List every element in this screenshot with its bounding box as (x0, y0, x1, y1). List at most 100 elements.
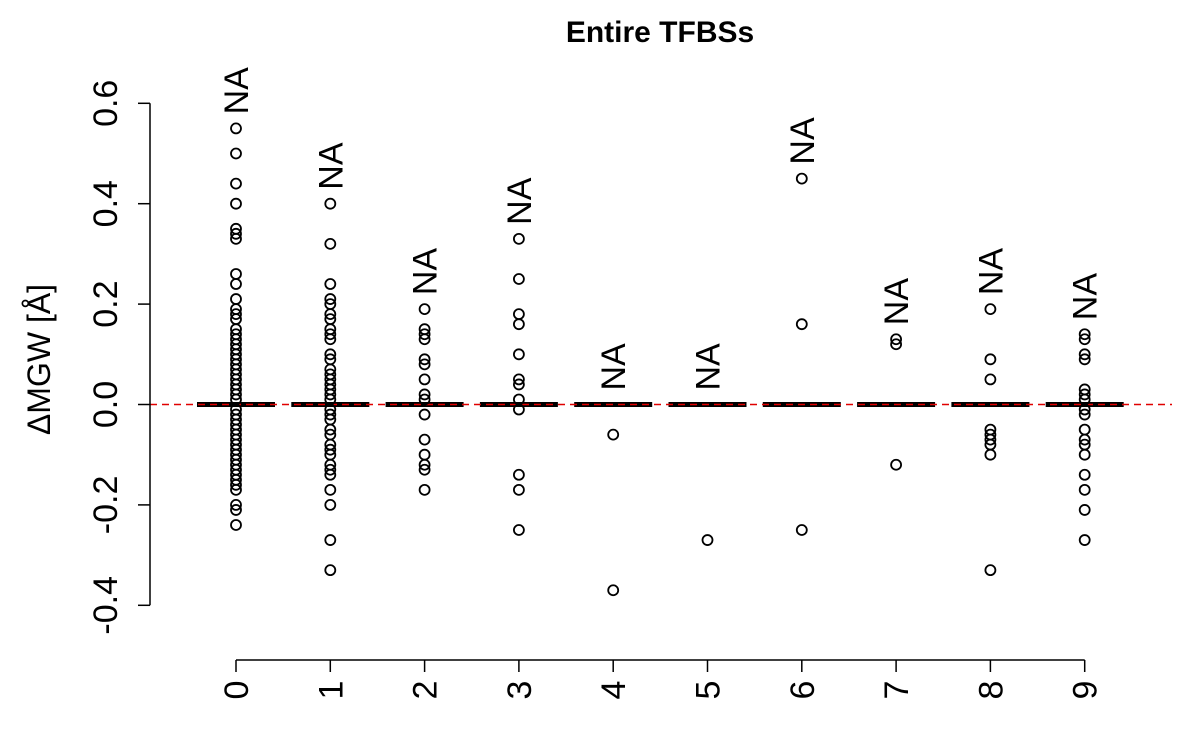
outlier-point (513, 403, 525, 416)
outlier-point (795, 318, 808, 331)
outlier-point (324, 237, 337, 250)
outlier-point (418, 458, 431, 471)
outlier-point (230, 519, 242, 531)
outlier-point (324, 328, 337, 341)
outlier-point (513, 318, 525, 331)
outlier-point (1078, 403, 1091, 416)
na-annotation: NA (972, 248, 1010, 296)
outlier-point (607, 428, 620, 441)
outlier-point (324, 388, 337, 401)
x-tick-label: 7 (878, 681, 916, 700)
x-tick-label: 5 (690, 681, 728, 700)
outlier-point (230, 278, 242, 290)
outlier-point (418, 303, 431, 316)
outlier-point (230, 227, 242, 240)
outlier-point (984, 448, 997, 461)
x-tick-label: 1 (312, 681, 350, 700)
outlier-point (230, 478, 242, 491)
outlier-point (418, 408, 431, 421)
outlier-point (513, 273, 525, 285)
na-annotation: NA (1067, 273, 1105, 321)
outlier-point (1078, 333, 1091, 346)
na-annotation: NA (690, 343, 728, 391)
na-annotation: NA (407, 248, 445, 296)
outlier-point (418, 353, 431, 366)
outlier-point (513, 483, 525, 496)
outlier-point (324, 483, 337, 496)
plot-area: NA NA NA NA NA NA NA NA NA NA (150, 67, 1172, 597)
outlier-point (230, 268, 242, 280)
outlier-point (324, 308, 337, 321)
y-tick-label: 0.2 (87, 280, 125, 327)
x-tick-label: 0 (218, 681, 256, 700)
outlier-point (890, 333, 902, 346)
outlier-point (513, 373, 525, 386)
x-tick-label: 2 (407, 681, 445, 700)
outlier-point (418, 393, 431, 406)
na-annotation: NA (878, 278, 916, 326)
outlier-point (513, 308, 525, 321)
outlier-point (324, 564, 337, 577)
y-tick-label: 0.0 (87, 381, 125, 428)
outlier-point (324, 348, 337, 361)
outlier-point (418, 448, 431, 461)
outlier-point (513, 524, 525, 536)
outlier-point (418, 333, 431, 346)
outlier-point (1078, 504, 1091, 516)
outlier-point (324, 463, 337, 476)
outlier-point (230, 483, 242, 496)
na-annotation: NA (595, 343, 633, 391)
x-tick-label: 4 (595, 681, 633, 700)
na-annotation: NA (312, 142, 350, 190)
y-tick-label: 0.4 (87, 180, 125, 227)
outlier-point (1078, 468, 1091, 481)
outlier-point (984, 433, 997, 446)
outlier-point (324, 534, 337, 546)
y-tick-label: -0.4 (87, 576, 125, 635)
outlier-point (607, 584, 620, 597)
outlier-point (418, 328, 431, 341)
outlier-point (418, 388, 431, 401)
x-tick-label: 3 (501, 681, 539, 700)
y-tick-label: -0.2 (87, 476, 125, 535)
y-axis: -0.4 -0.2 0.0 0.2 0.4 0.6 (87, 80, 151, 635)
outlier-point (795, 524, 808, 536)
outlier-point (324, 278, 337, 290)
outlier-point (418, 483, 431, 496)
outlier-point (1078, 534, 1091, 546)
outlier-point (984, 564, 997, 577)
outlier-point (324, 293, 337, 305)
outlier-point (1078, 408, 1091, 421)
outlier-point (1078, 423, 1091, 436)
na-annotation: NA (784, 117, 822, 165)
outlier-point (513, 468, 525, 481)
outlier-point (890, 338, 902, 351)
outlier-point (324, 197, 337, 210)
na-annotation: NA (501, 177, 539, 225)
outlier-point (324, 333, 337, 346)
outlier-point (230, 388, 242, 401)
outlier-point (230, 308, 242, 321)
outlier-point (513, 232, 525, 245)
outlier-point (230, 504, 242, 516)
outlier-point (984, 303, 997, 316)
outlier-point (324, 408, 337, 421)
outlier-point (1078, 483, 1091, 496)
outlier-point (230, 498, 242, 511)
outlier-point (230, 232, 242, 245)
outlier-point (230, 122, 242, 135)
outlier-point (984, 373, 997, 386)
x-tick-label: 9 (1067, 681, 1105, 700)
outlier-point (418, 463, 431, 476)
chart-title: Entire TFBSs (566, 16, 754, 49)
outlier-point (1078, 353, 1091, 366)
outlier-point (324, 443, 337, 456)
outlier-point (324, 498, 337, 511)
outlier-point (418, 358, 431, 371)
outlier-point (1078, 448, 1091, 461)
x-tick-label: 8 (972, 681, 1010, 700)
outlier-point (324, 468, 337, 481)
x-axis: 0 1 2 3 4 5 6 7 8 9 (218, 659, 1105, 700)
outlier-point (984, 353, 997, 366)
